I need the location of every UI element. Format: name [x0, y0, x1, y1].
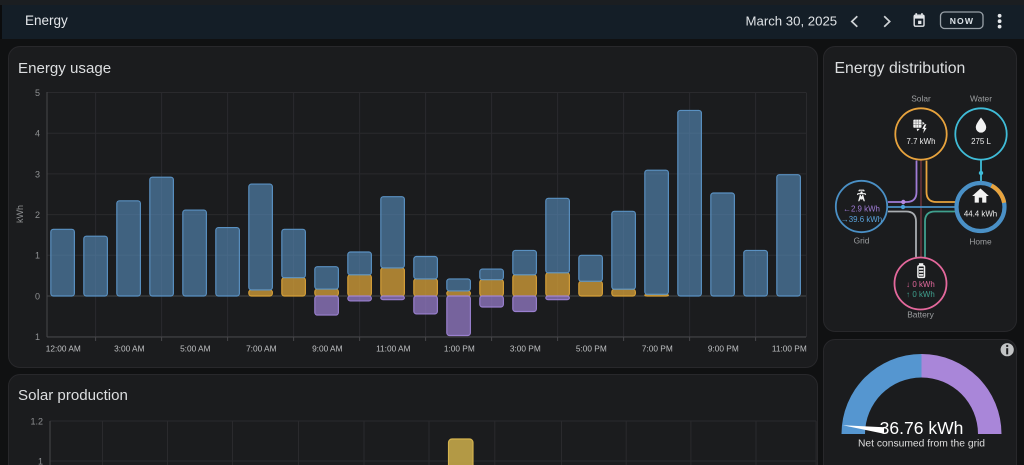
svg-text:2: 2 — [35, 210, 40, 220]
svg-text:NOW: NOW — [950, 16, 974, 26]
svg-text:Home: Home — [969, 237, 992, 247]
svg-text:Solar: Solar — [911, 94, 931, 104]
svg-text:1: 1 — [38, 456, 43, 465]
svg-text:Water: Water — [970, 94, 992, 104]
svg-text:1: 1 — [35, 332, 40, 342]
svg-text:4: 4 — [35, 129, 40, 139]
svg-text:0: 0 — [35, 291, 40, 301]
svg-text:1:00 PM: 1:00 PM — [444, 344, 475, 354]
svg-text:→39.6 kWh: →39.6 kWh — [841, 215, 882, 224]
svg-text:Energy: Energy — [25, 13, 68, 28]
svg-text:7.7 kWh: 7.7 kWh — [907, 137, 936, 146]
svg-text:↑ 0 kWh: ↑ 0 kWh — [906, 290, 935, 299]
svg-text:5:00 AM: 5:00 AM — [180, 344, 211, 354]
svg-text:5:00 PM: 5:00 PM — [576, 344, 607, 354]
svg-text:275 L: 275 L — [971, 137, 991, 146]
svg-text:12:00 AM: 12:00 AM — [46, 344, 81, 354]
svg-text:March 30, 2025: March 30, 2025 — [746, 13, 838, 28]
svg-text:11:00 PM: 11:00 PM — [772, 344, 807, 354]
svg-text:1.2: 1.2 — [30, 416, 43, 426]
svg-text:36.76 kWh: 36.76 kWh — [880, 418, 964, 438]
svg-text:44.4 kWh: 44.4 kWh — [964, 210, 997, 219]
svg-text:kWh: kWh — [15, 205, 25, 223]
svg-text:3: 3 — [35, 169, 40, 179]
svg-text:←2.9 kWh: ←2.9 kWh — [843, 205, 880, 214]
svg-text:9:00 PM: 9:00 PM — [708, 344, 739, 354]
svg-text:Grid: Grid — [854, 236, 870, 246]
svg-text:5: 5 — [35, 88, 40, 98]
svg-text:Net consumed from the grid: Net consumed from the grid — [858, 439, 985, 450]
svg-text:11:00 AM: 11:00 AM — [376, 344, 411, 354]
svg-text:7:00 AM: 7:00 AM — [246, 344, 277, 354]
svg-text:↓ 0 kWh: ↓ 0 kWh — [906, 280, 935, 289]
svg-text:1: 1 — [35, 251, 40, 261]
svg-text:3:00 PM: 3:00 PM — [510, 344, 541, 354]
svg-text:9:00 AM: 9:00 AM — [312, 344, 343, 354]
svg-text:7:00 PM: 7:00 PM — [642, 344, 673, 354]
svg-text:3:00 AM: 3:00 AM — [114, 344, 145, 354]
svg-text:Battery: Battery — [907, 310, 934, 320]
